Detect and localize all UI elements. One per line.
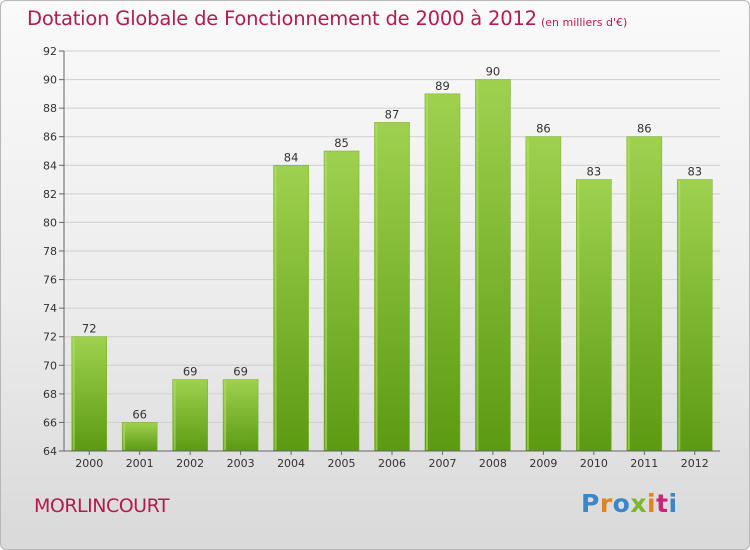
bar-2012 <box>676 179 713 452</box>
value-label-2002: 69 <box>183 365 198 379</box>
value-label-2011: 86 <box>637 122 652 136</box>
value-label-2008: 90 <box>486 65 501 79</box>
bar-highlight <box>678 180 681 451</box>
value-label-2010: 83 <box>587 165 602 179</box>
value-label-2007: 89 <box>435 79 450 93</box>
x-tick-label-2000: 2000 <box>75 457 103 470</box>
value-label-2012: 83 <box>687 165 702 179</box>
x-tick-label-2005: 2005 <box>328 457 356 470</box>
chart-title: Dotation Globale de Fonctionnement de 20… <box>27 7 537 30</box>
y-tick-label: 64 <box>43 445 57 458</box>
bar-highlight <box>274 166 277 451</box>
x-tick-label-2010: 2010 <box>580 457 608 470</box>
x-tick-label-2012: 2012 <box>681 457 709 470</box>
y-tick-label: 90 <box>43 74 57 87</box>
logo-letter: o <box>612 489 631 518</box>
bar-2005 <box>323 150 360 452</box>
value-label-2000: 72 <box>82 322 97 336</box>
value-label-2003: 69 <box>233 365 248 379</box>
value-label-2004: 84 <box>284 150 299 164</box>
chart-subtitle: (en milliers d'€) <box>541 16 628 29</box>
bar-highlight <box>627 137 630 450</box>
y-tick-label: 82 <box>43 188 57 201</box>
logo-letter: r <box>599 489 613 518</box>
logo-letter: t <box>656 489 669 518</box>
logo-letter: i <box>647 489 657 518</box>
y-tick-label: 80 <box>43 216 57 229</box>
bar-2008 <box>475 79 511 452</box>
value-label-2001: 66 <box>132 407 147 421</box>
x-tick-label-2004: 2004 <box>277 457 305 470</box>
x-tick-label-2007: 2007 <box>428 457 456 470</box>
bar-highlight <box>476 80 479 451</box>
y-tick-label: 66 <box>43 416 57 429</box>
bar-highlight <box>72 337 75 450</box>
x-tick-label-2002: 2002 <box>176 457 204 470</box>
value-label-2006: 87 <box>385 107 400 121</box>
bar-2003 <box>222 379 259 452</box>
bar-2006 <box>374 122 410 452</box>
logo-letter: i <box>668 489 678 518</box>
logo-letter: P <box>581 489 600 518</box>
bar-highlight <box>224 380 227 450</box>
commune-name: MORLINCOURT <box>34 495 170 517</box>
y-tick-label: 84 <box>43 159 57 172</box>
bar-highlight <box>425 94 428 450</box>
x-tick-label-2011: 2011 <box>630 457 658 470</box>
x-tick-label-2003: 2003 <box>227 457 255 470</box>
bar-2001 <box>121 422 158 452</box>
y-tick-label: 92 <box>43 45 57 58</box>
bar-highlight <box>526 137 529 450</box>
y-tick-label: 78 <box>43 245 57 258</box>
bar-2011 <box>626 136 663 452</box>
logo-letter: x <box>630 489 647 518</box>
proxiti-logo: Proxiti <box>581 489 678 518</box>
bar-highlight <box>173 380 176 450</box>
bar-2002 <box>172 379 208 452</box>
bar-highlight <box>123 423 126 450</box>
value-label-2009: 86 <box>536 122 551 136</box>
bar-highlight <box>325 152 328 450</box>
y-tick-label: 86 <box>43 131 57 144</box>
bar-highlight <box>375 123 378 450</box>
x-tick-label-2009: 2009 <box>529 457 557 470</box>
y-tick-label: 68 <box>43 388 57 401</box>
y-tick-label: 74 <box>43 302 57 315</box>
value-label-2005: 85 <box>334 136 349 150</box>
bar-2007 <box>424 93 461 452</box>
y-tick-label: 72 <box>43 331 57 344</box>
bar-2010 <box>576 179 612 452</box>
y-tick-label: 88 <box>43 102 57 115</box>
x-tick-label-2006: 2006 <box>378 457 406 470</box>
x-tick-label-2008: 2008 <box>479 457 507 470</box>
y-tick-label: 70 <box>43 359 57 372</box>
bar-2000 <box>71 336 108 452</box>
bar-highlight <box>577 180 580 451</box>
bar-2004 <box>273 164 309 452</box>
bar-2009 <box>525 136 562 452</box>
y-tick-label: 76 <box>43 274 57 287</box>
x-tick-label-2001: 2001 <box>126 457 154 470</box>
